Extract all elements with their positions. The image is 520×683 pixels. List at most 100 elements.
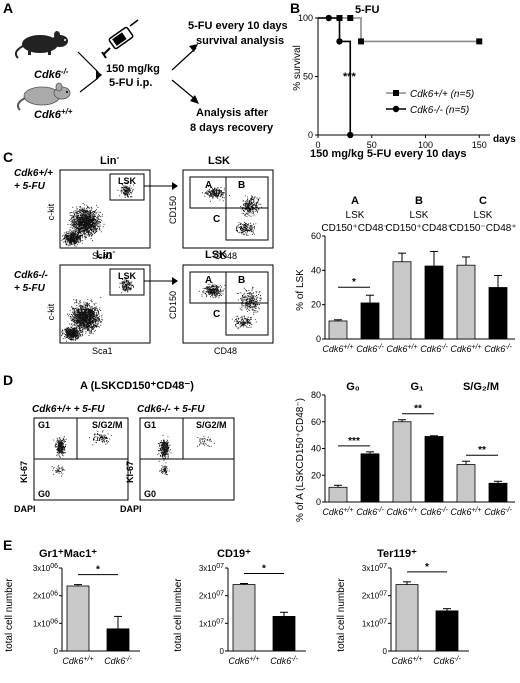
cytometry-events (51, 430, 112, 477)
flow-wt-label: Cdk6+/+ (14, 168, 53, 179)
bar-category-label: Cdk6+/+ (228, 656, 259, 666)
phase-s: S/G₂/M (463, 381, 499, 393)
significance-label: * (96, 565, 100, 576)
sca1-axis-ko: Sca1 (92, 346, 113, 356)
survival-treatment: 150 mg/kg 5-FU every 10 days (310, 148, 467, 160)
bar (424, 265, 444, 340)
dose-line-2: 5-FU i.p. (109, 77, 152, 89)
gate-a-wt: A (205, 180, 212, 191)
mouse-ko-icon (14, 31, 68, 59)
bar-category-label: Cdk6+/+ (322, 507, 353, 517)
arrow-to-survival (171, 47, 197, 71)
bar (328, 486, 348, 503)
bar (360, 302, 380, 340)
bar-ytick: 2x1006 (33, 591, 58, 601)
bar-ytick: 1x1006 (33, 618, 58, 628)
bar-category-label: Cdk6-/- (420, 344, 448, 354)
bar (488, 482, 508, 503)
phase-g0: G₀ (346, 381, 360, 393)
survival-series-0 (318, 17, 480, 43)
survival-point (476, 38, 483, 45)
survival-xtick: 0 (315, 140, 320, 150)
panel-c-letter: C (3, 149, 13, 165)
cellcycle-title: A (LSKCD150⁺CD48⁻) (80, 380, 194, 392)
cellcycle-wt-title: Cdk6+/+ + 5-FU (32, 404, 105, 415)
mouse-wt-icon (16, 82, 71, 111)
cc-wt-s: S/G2/M (92, 420, 123, 430)
cellcycle-ko-dots (157, 434, 215, 476)
sca1-axis-wt: Sca1 (92, 251, 113, 261)
bar (435, 610, 459, 652)
gate-c-wt: C (213, 214, 220, 225)
panel-e-letter: E (3, 537, 12, 553)
survival-point (358, 38, 364, 45)
cellcycle-bars-ylabel: % of A (LSKCD150⁺CD48⁻) (295, 398, 306, 522)
lsk-bars-ylabel: % of LSK (295, 269, 306, 311)
cd48-axis-wt: CD48 (214, 251, 237, 261)
gr1mac1-ylabel: total cell number (4, 578, 15, 652)
ckit-axis-ko: c-kit (46, 303, 56, 320)
bar (456, 464, 476, 503)
bar-ytick: 0 (316, 334, 321, 344)
survival-ytick: 100 (298, 13, 313, 23)
bar (232, 584, 256, 652)
lsk-gate-label-ko: LSK (118, 271, 137, 281)
dapi-axis-ko: DAPI (120, 504, 142, 514)
survival-point (347, 131, 354, 139)
flow-lsk-ko-dots (198, 282, 262, 330)
legend-wt-marker (393, 90, 399, 96)
panel-a-letter: A (3, 0, 13, 16)
bar-ytick: 2x1007 (362, 591, 387, 601)
arrow-lin-to-lsk-wt (172, 182, 178, 190)
group-c-name: LSK (474, 210, 493, 221)
cytometry-events (61, 276, 135, 342)
bar-ytick: 20 (311, 470, 321, 480)
gr1mac1-bar-chart: 0 1x1006 2x1006 3x1006 Cdk6+/+ Cdk6-/- * (33, 563, 140, 666)
cellcycle-wt-dots (51, 430, 112, 477)
bar (66, 585, 90, 652)
cd19-ylabel: total cell number (173, 578, 184, 652)
bar-category-label: Cdk6+/+ (322, 344, 353, 354)
flow-ko-treatment: + 5-FU (14, 283, 46, 294)
bar-ytick: 3x1007 (362, 563, 387, 573)
bar-category-label: Cdk6-/- (356, 344, 384, 354)
panel-c: C Cdk6+/+ + 5-FU Cdk6-/- + 5-FU Lin- LSK… (3, 149, 517, 356)
flow-lsk-wt-frame (182, 169, 274, 249)
survival-ytick: 0 (308, 130, 313, 140)
survival-significance: *** (343, 71, 357, 83)
bar-category-label: Cdk6+/+ (391, 656, 422, 666)
lsk-gate-wt (109, 173, 145, 201)
outcome1-line1: 5-FU every 10 days (188, 20, 288, 32)
flow-lin-wt-dots (61, 182, 134, 247)
gate-b-wt: B (238, 180, 245, 191)
bar (106, 628, 130, 652)
phase-g1: G₁ (410, 381, 424, 393)
bar (456, 264, 476, 340)
group-b-letter: B (415, 195, 423, 207)
cc-wt-g0: G0 (38, 489, 50, 499)
bar-ytick: 1x1007 (362, 618, 387, 628)
dapi-axis-wt: DAPI (14, 504, 36, 514)
bar-ytick: 0 (220, 647, 225, 656)
survival-point (325, 14, 332, 22)
significance-label: ** (478, 445, 486, 456)
bar-category-label: Cdk6-/- (433, 656, 461, 666)
bar-ytick: 0 (316, 497, 321, 507)
cytometry-events (202, 186, 263, 236)
bar (360, 453, 380, 503)
lsk-gate-label-wt: LSK (118, 176, 137, 186)
cd48-axis-ko: CD48 (214, 346, 237, 356)
bar-category-label: Cdk6-/- (270, 656, 298, 666)
lin-title-2: Lin- (96, 247, 116, 261)
lsk-title-2: LSK (205, 249, 227, 261)
ki67-axis-ko: Ki-67 (125, 461, 135, 483)
cc-ko-g1: G1 (144, 420, 156, 430)
bar-category-label: Cdk6+/+ (450, 344, 481, 354)
outcome2-line1: Analysis after (196, 107, 269, 119)
ckit-axis-wt: c-kit (46, 203, 56, 220)
bar-category-label: Cdk6-/- (484, 344, 512, 354)
survival-ylabel: % survival (292, 45, 303, 91)
flow-ko-label: Cdk6-/- (14, 270, 49, 281)
